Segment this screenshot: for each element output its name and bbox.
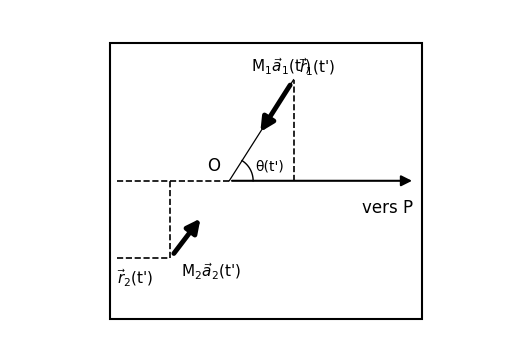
Text: M$_1\vec{a}_1$(t'): M$_1\vec{a}_1$(t') <box>251 57 311 77</box>
Text: $\vec{r}_1$(t'): $\vec{r}_1$(t') <box>299 57 335 78</box>
Text: $\vec{r}_2$(t'): $\vec{r}_2$(t') <box>117 267 154 289</box>
Text: M$_2\vec{a}_2$(t'): M$_2\vec{a}_2$(t') <box>181 261 241 281</box>
Text: O: O <box>207 157 220 175</box>
Text: θ(t'): θ(t') <box>255 159 284 173</box>
Text: vers P: vers P <box>362 199 413 217</box>
